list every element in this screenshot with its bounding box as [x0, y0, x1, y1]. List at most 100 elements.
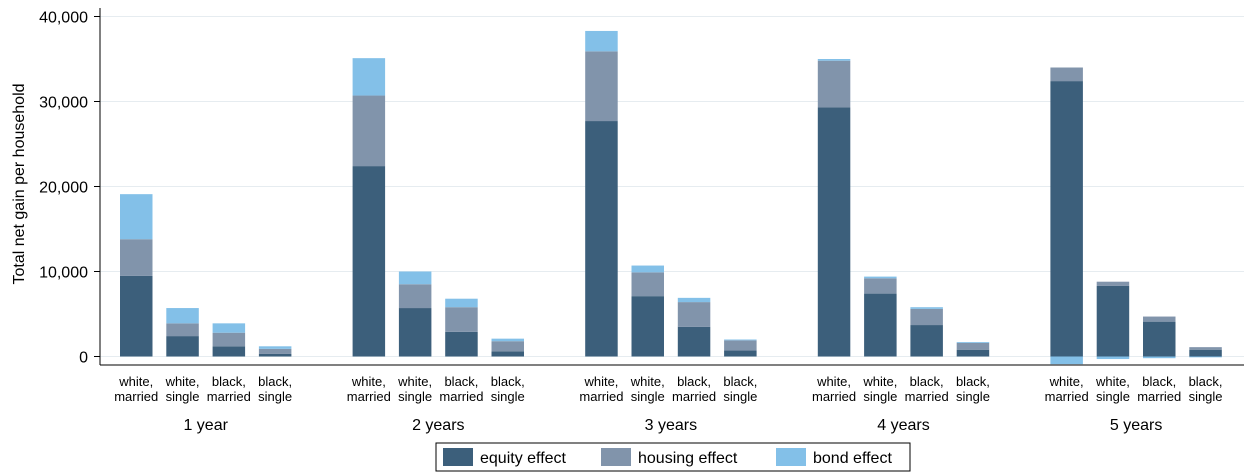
- category-label-line2-g4-c1: single: [1096, 389, 1130, 404]
- bar-housing-effect-g1-c1: [398, 284, 432, 309]
- bar-equity-effect-g3-c1: [864, 293, 897, 357]
- bar-housing-effect-g1-c0: [352, 95, 386, 167]
- y-tick-label-2: 20,000: [39, 180, 88, 197]
- bar-housing-effect-g4-c2: [1143, 316, 1176, 322]
- category-label-line1-g2-c0: white,: [583, 374, 618, 389]
- bar-housing-effect-g3-c0: [817, 60, 851, 108]
- category-label-line1-g1-c2: black,: [444, 374, 478, 389]
- category-label-line2-g4-c3: single: [1189, 389, 1223, 404]
- category-label-line2-g4-c0: married: [1045, 389, 1089, 404]
- legend: equity effect housing effect bond effect: [435, 442, 911, 472]
- bar-housing-effect-g4-c0: [1050, 67, 1083, 82]
- category-label-line2-g1-c1: single: [398, 389, 432, 404]
- legend-label-equity-effect: equity effect: [480, 450, 567, 467]
- category-label-line2-g2-c0: married: [579, 389, 623, 404]
- bar-bond-effect-g1-c2: [445, 298, 478, 308]
- category-label-line1-g3-c1: white,: [862, 374, 897, 389]
- category-label-line2-g2-c2: married: [672, 389, 716, 404]
- bar-bond-effect-g4-c2: [1143, 356, 1176, 359]
- bar-equity-effect-g0-c2: [212, 346, 246, 357]
- bar-bond-effect-g4-c0: [1050, 356, 1083, 365]
- bar-bond-effect-g3-c0: [817, 59, 851, 61]
- legend-label-bond-effect: bond effect: [813, 450, 892, 467]
- group-label-2: 3 years: [645, 417, 697, 434]
- category-label-line2-g2-c3: single: [723, 389, 757, 404]
- y-tick-label-4: 40,000: [39, 10, 88, 27]
- group-label-3: 4 years: [877, 417, 929, 434]
- legend-swatch-housing-effect: [601, 448, 631, 466]
- bar-equity-effect-g0-c3: [258, 353, 292, 357]
- bar-equity-effect-g3-c0: [817, 107, 851, 357]
- group-label-0: 1 year: [183, 417, 228, 434]
- bar-equity-effect-g2-c2: [677, 326, 711, 357]
- category-label-line2-g0-c2: married: [207, 389, 251, 404]
- bar-bond-effect-g3-c1: [864, 276, 897, 279]
- y-tick-label-1: 10,000: [39, 265, 88, 282]
- category-label-line1-g3-c0: white,: [816, 374, 851, 389]
- bar-bond-effect-g2-c2: [677, 297, 711, 303]
- bar-bond-effect-g3-c2: [910, 307, 943, 309]
- category-label-line2-g0-c0: married: [114, 389, 158, 404]
- bar-equity-effect-g3-c3: [956, 349, 990, 357]
- category-label-line1-g3-c3: black,: [956, 374, 990, 389]
- bar-housing-effect-g2-c0: [585, 51, 618, 122]
- bar-housing-effect-g0-c3: [258, 348, 292, 354]
- bar-equity-effect-g4-c2: [1143, 321, 1176, 357]
- bar-bond-effect-g4-c1: [1096, 356, 1130, 360]
- category-label-line1-g4-c0: white,: [1049, 374, 1084, 389]
- bar-bond-effect-g4-c3: [1189, 356, 1222, 358]
- bar-housing-effect-g3-c3: [956, 342, 990, 350]
- legend-swatch-equity-effect: [443, 448, 473, 466]
- bar-bond-effect-g1-c0: [352, 58, 386, 96]
- bar-bond-effect-g2-c0: [585, 30, 618, 52]
- bar-bond-effect-g0-c0: [120, 194, 153, 240]
- bar-bond-effect-g0-c3: [258, 346, 292, 349]
- bar-equity-effect-g2-c3: [724, 350, 757, 357]
- category-label-line1-g0-c2: black,: [212, 374, 246, 389]
- bar-housing-effect-g1-c2: [445, 307, 478, 332]
- category-label-line2-g1-c3: single: [491, 389, 525, 404]
- bars-layer: [120, 30, 1222, 365]
- bar-equity-effect-g1-c2: [445, 331, 478, 357]
- bar-housing-effect-g2-c1: [631, 272, 664, 297]
- bar-housing-effect-g4-c1: [1096, 281, 1130, 286]
- bar-bond-effect-g1-c1: [398, 271, 432, 285]
- y-axis-title: Total net gain per household: [11, 83, 28, 284]
- category-label-line2-g2-c1: single: [631, 389, 665, 404]
- category-label-line1-g0-c1: white,: [165, 374, 200, 389]
- bar-bond-effect-g2-c3: [724, 339, 757, 341]
- category-label-line2-g0-c1: single: [166, 389, 200, 404]
- bar-equity-effect-g4-c3: [1189, 349, 1222, 357]
- legend-box: [435, 442, 911, 472]
- bar-equity-effect-g1-c3: [491, 351, 524, 357]
- category-label-line1-g1-c3: black,: [491, 374, 525, 389]
- bar-housing-effect-g2-c3: [724, 340, 757, 351]
- category-label-line2-g0-c3: single: [258, 389, 292, 404]
- category-label-line1-g0-c0: white,: [118, 374, 153, 389]
- category-label-line2-g3-c1: single: [863, 389, 897, 404]
- bar-equity-effect-g1-c0: [352, 166, 386, 357]
- bar-housing-effect-g0-c2: [212, 332, 246, 347]
- axis-layer: 010,00020,00030,00040,000white,marriedwh…: [39, 8, 1244, 434]
- bar-housing-effect-g1-c3: [491, 341, 524, 352]
- bar-bond-effect-g2-c1: [631, 265, 664, 273]
- category-label-line1-g2-c2: black,: [677, 374, 711, 389]
- category-label-line1-g2-c1: white,: [630, 374, 665, 389]
- bar-equity-effect-g0-c1: [166, 336, 199, 357]
- bar-bond-effect-g0-c1: [166, 308, 199, 324]
- legend-swatch-bond-effect: [776, 448, 806, 466]
- bar-housing-effect-g3-c2: [910, 308, 943, 326]
- bar-equity-effect-g1-c1: [398, 308, 432, 357]
- group-label-4: 5 years: [1110, 417, 1162, 434]
- category-label-line1-g0-c3: black,: [258, 374, 292, 389]
- bar-housing-effect-g2-c2: [677, 302, 711, 327]
- bar-housing-effect-g4-c3: [1189, 347, 1222, 350]
- legend-label-housing-effect: housing effect: [638, 450, 738, 467]
- bar-bond-effect-g1-c3: [491, 338, 524, 342]
- category-label-line1-g1-c1: white,: [397, 374, 432, 389]
- category-label-line1-g4-c3: black,: [1189, 374, 1223, 389]
- category-label-line2-g3-c2: married: [905, 389, 949, 404]
- category-label-line1-g4-c2: black,: [1142, 374, 1176, 389]
- bar-bond-effect-g3-c3: [956, 342, 990, 343]
